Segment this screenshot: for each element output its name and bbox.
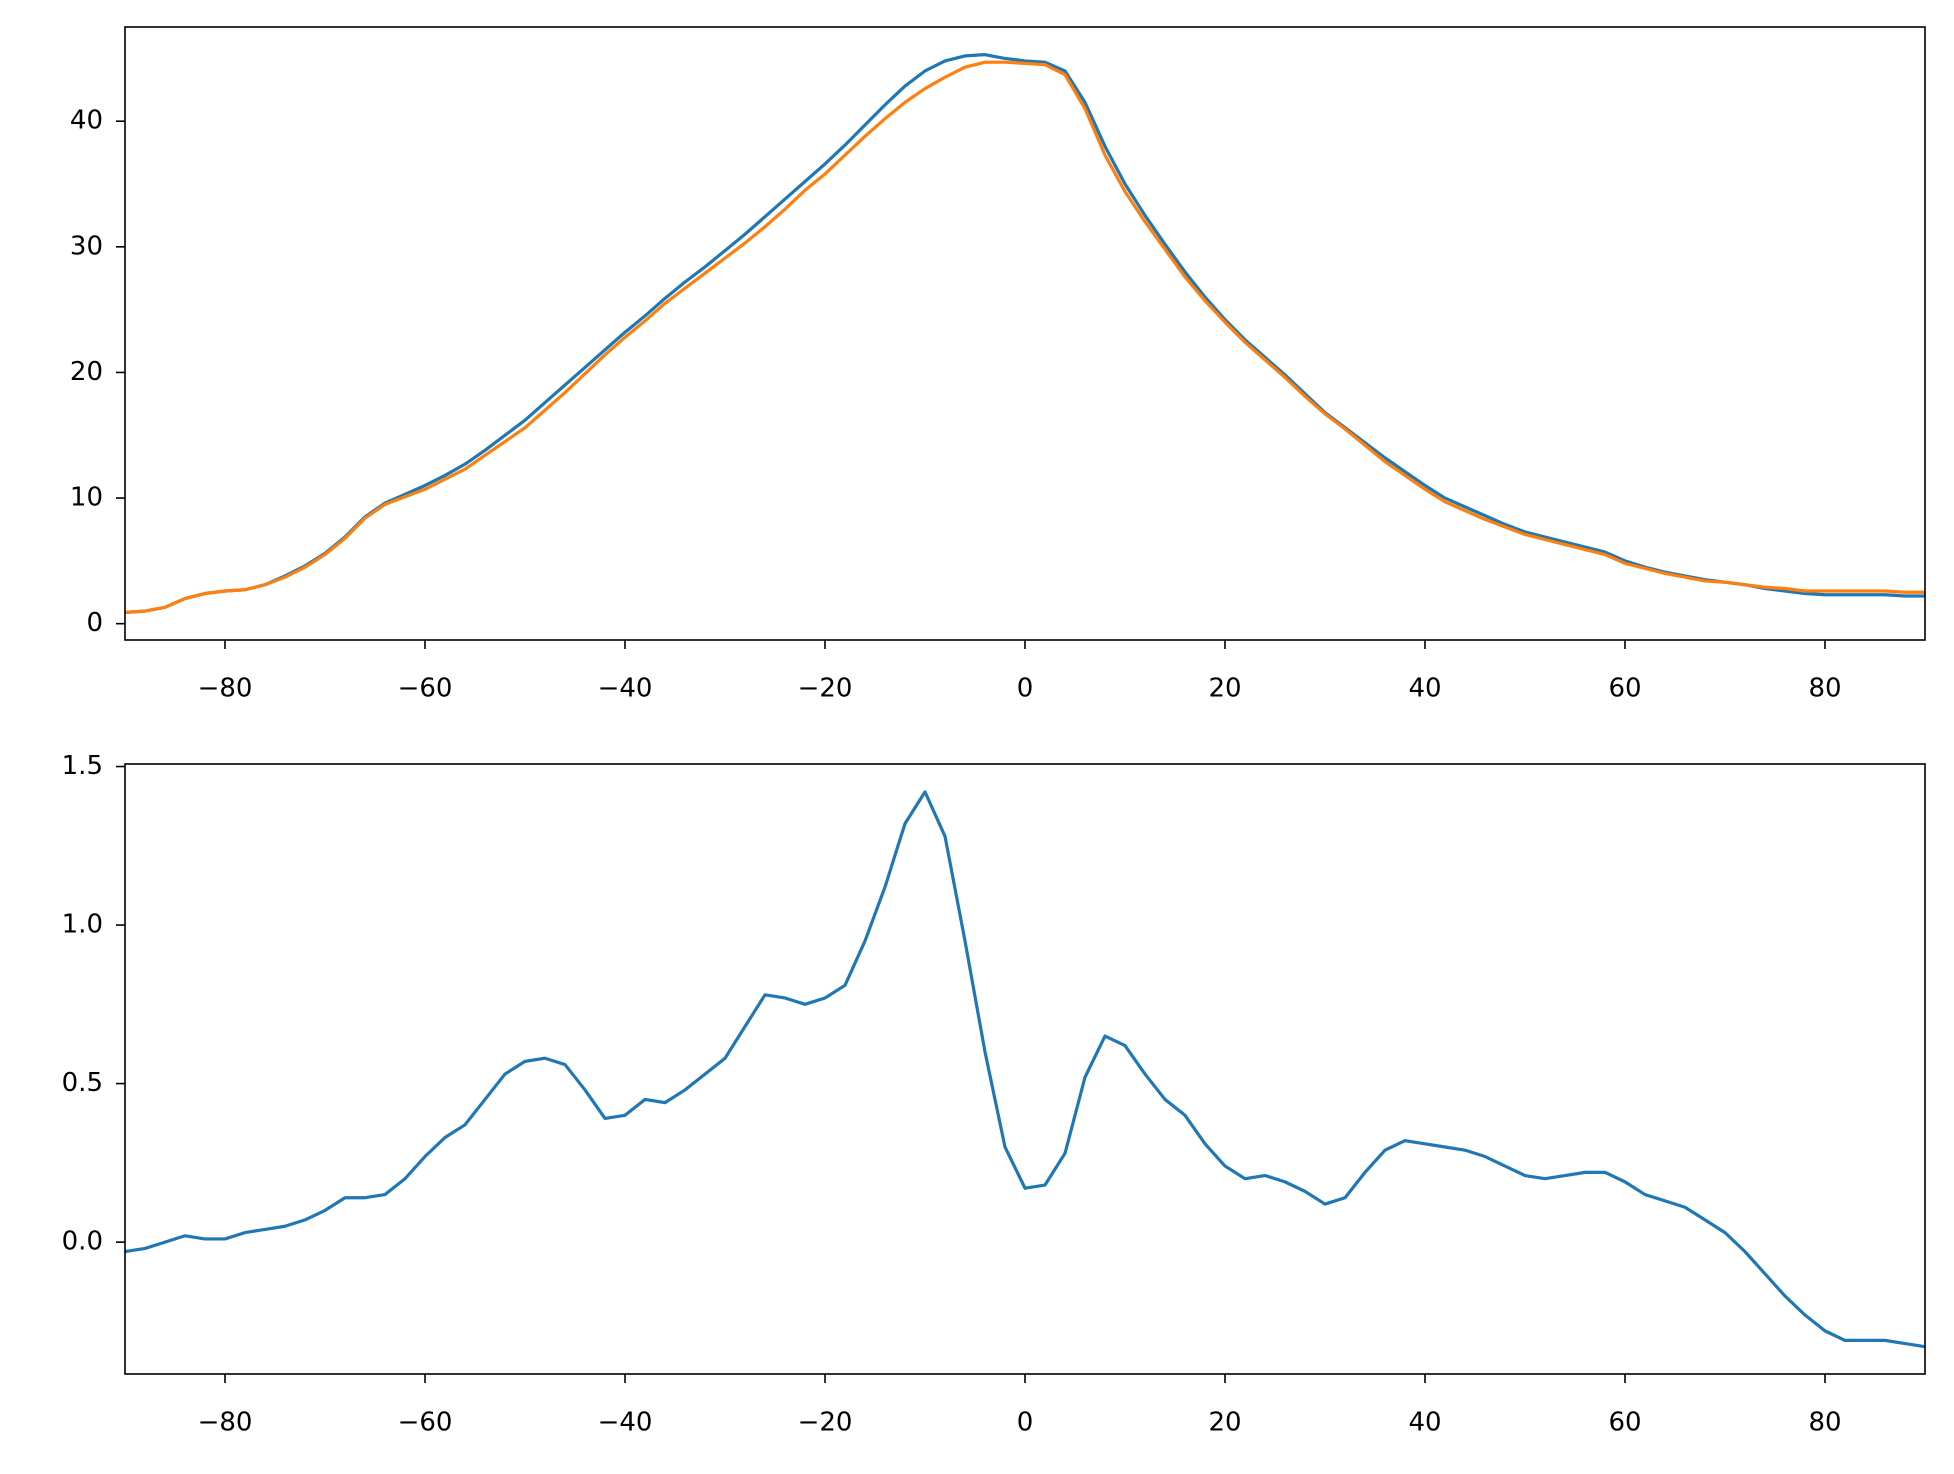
y-tick-label: 0	[86, 608, 103, 638]
y-tick-label: 1.5	[62, 751, 103, 781]
y-tick-label: 0.0	[62, 1227, 103, 1257]
y-tick-label: 30	[70, 231, 103, 261]
y-tick-label: 40	[70, 106, 103, 136]
x-tick-label: 80	[1808, 1408, 1841, 1438]
x-tick-label: −80	[198, 674, 253, 704]
x-tick-label: −20	[798, 1408, 853, 1438]
x-tick-label: 40	[1408, 674, 1441, 704]
y-tick-label: 10	[70, 483, 103, 513]
x-tick-label: 60	[1608, 1408, 1641, 1438]
subplot: −80 −60 −40 −20 0 20 40 60 80 0.0 0.5 1.0 1.5	[62, 751, 1926, 1438]
x-tick-label: 0	[1017, 1408, 1034, 1438]
x-tick-label: 80	[1808, 674, 1841, 704]
x-tick-label: −40	[598, 674, 653, 704]
x-tick-label: −80	[198, 1408, 253, 1438]
x-tick-label: −40	[598, 1408, 653, 1438]
data-line	[124, 60, 1925, 614]
x-tick-label: −60	[398, 674, 453, 704]
x-tick-label: −60	[398, 1408, 453, 1438]
x-tick-label: 20	[1208, 1408, 1241, 1438]
x-tick-label: 40	[1408, 1408, 1441, 1438]
data-line	[124, 790, 1926, 1349]
x-tick-label: 0	[1017, 674, 1034, 704]
x-tick-label: −20	[798, 674, 853, 704]
x-tick-label: 60	[1608, 674, 1641, 704]
axes-frame	[124, 26, 1926, 641]
y-tick-label: 20	[70, 357, 103, 387]
subplot: −80 −60 −40 −20 0 20 40 60 80 0 10 20 30 40	[70, 26, 1926, 704]
y-tick-label: 1.0	[62, 910, 103, 940]
data-line	[124, 53, 1925, 614]
axes-frame	[124, 763, 1926, 1375]
x-tick-label: 20	[1208, 674, 1241, 704]
y-tick-label: 0.5	[62, 1068, 103, 1098]
